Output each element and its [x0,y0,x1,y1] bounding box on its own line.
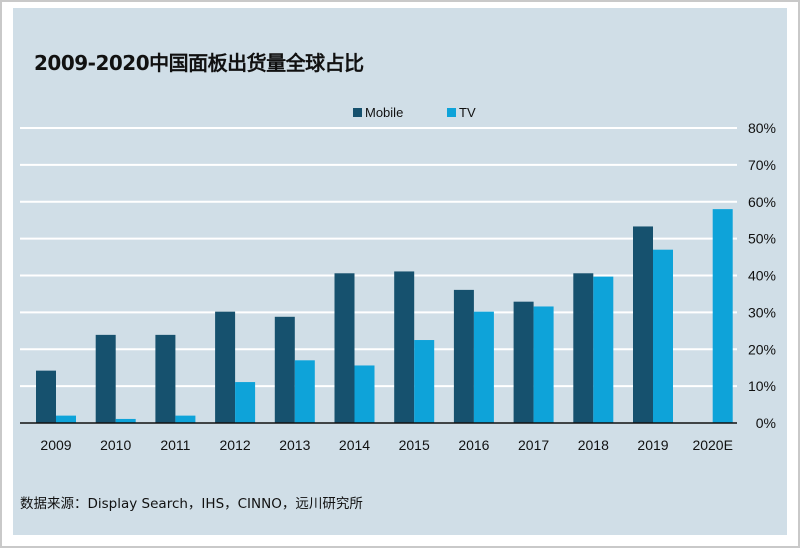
x-tick-label: 2019 [637,437,668,453]
y-tick-label: 20% [748,341,776,357]
source-note: 数据来源：Display Search，IHS，CINNO，远川研究所 [20,496,363,512]
legend-swatch-tv [447,108,456,117]
bar-mobile-2009 [36,370,56,423]
y-tick-label: 30% [748,304,776,320]
bar-tv-2014 [354,365,375,423]
y-tick-label: 70% [748,157,776,173]
legend-label-mobile: Mobile [365,105,403,120]
bar-mobile-2014 [334,273,355,423]
bar-mobile-2011 [155,334,176,423]
legend-label-tv: TV [459,105,476,120]
bar-tv-2009 [56,415,76,423]
x-tick-label: 2011 [160,437,190,453]
bar-tv-2018 [593,276,614,423]
bar-mobile-2019 [633,226,653,423]
y-tick-label: 0% [756,415,776,431]
y-tick-label: 50% [748,231,776,247]
bar-mobile-2017 [513,301,534,423]
bar-tv-2010 [115,418,136,423]
x-tick-label: 2010 [100,437,131,453]
x-tick-label: 2009 [40,437,71,453]
bar-mobile-2012 [215,311,236,423]
chart-title: 2009-2020中国面板出货量全球占比 [34,51,364,75]
y-tick-label: 60% [748,194,776,210]
x-tick-label: 2014 [339,437,370,453]
bar-tv-2012 [235,382,256,423]
bar-tv-2016 [473,311,494,423]
bar-tv-2019 [653,249,673,423]
bar-mobile-2015 [394,271,415,423]
x-tick-label: 2012 [220,437,251,453]
y-tick-label: 80% [748,120,776,136]
x-tick-label: 2017 [518,437,549,453]
bar-tv-2015 [414,340,435,423]
bar-tv-2020E [712,209,733,423]
bar-tv-2013 [294,360,315,423]
x-tick-label: 2015 [399,437,430,453]
y-tick-label: 10% [748,378,776,394]
x-tick-label: 2013 [279,437,310,453]
bar-mobile-2018 [573,273,594,423]
x-tick-label: 2020E [692,437,732,453]
y-tick-label: 40% [748,268,776,284]
bar-tv-2011 [175,415,196,423]
x-tick-label: 2016 [458,437,489,453]
legend-swatch-mobile [353,108,362,117]
x-tick-label: 2018 [578,437,609,453]
bar-tv-2017 [533,306,554,423]
bar-mobile-2013 [274,316,295,423]
bar-mobile-2016 [453,289,474,423]
bar-mobile-2010 [95,334,116,423]
